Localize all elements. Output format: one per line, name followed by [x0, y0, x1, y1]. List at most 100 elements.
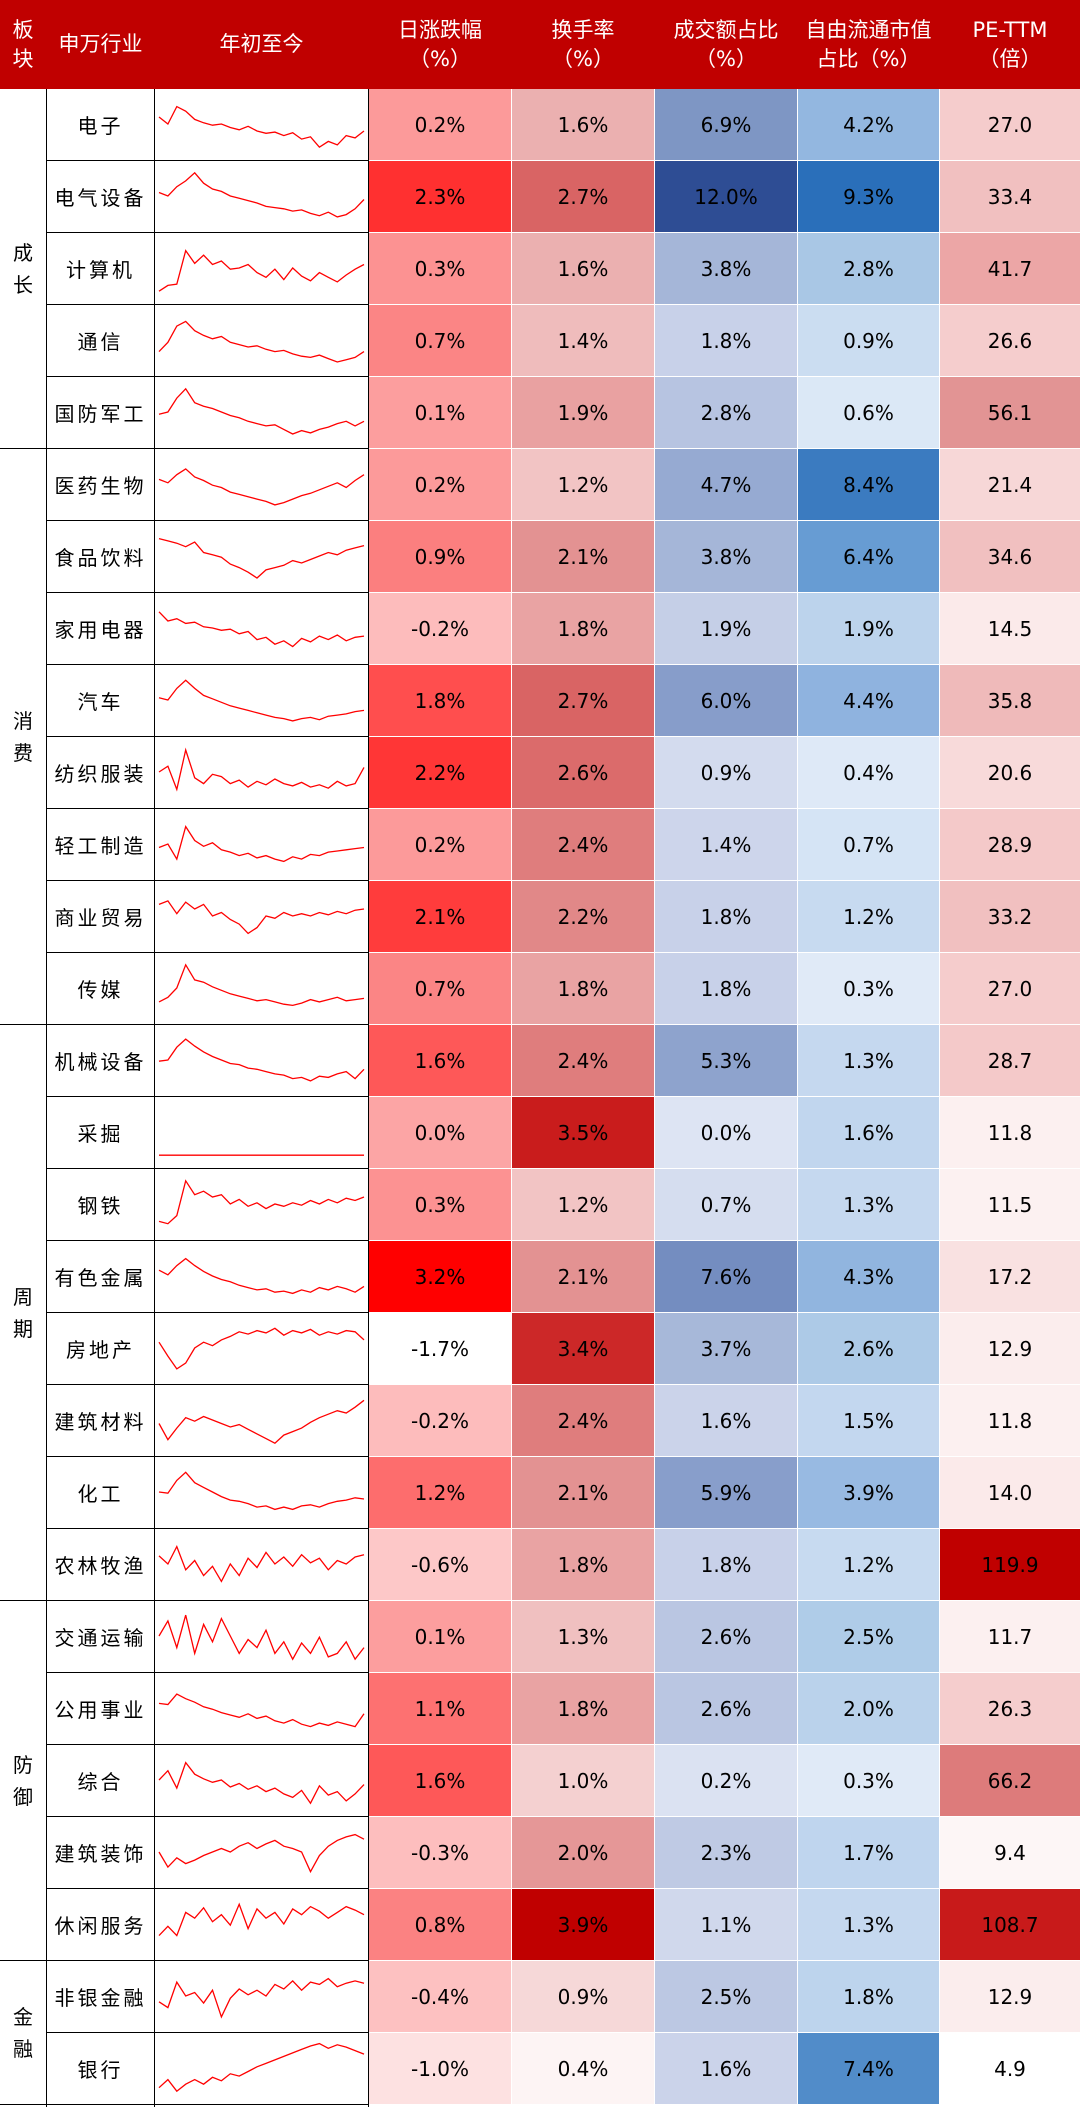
ytd-sparkline	[158, 900, 365, 935]
sector-label-char: 金	[13, 2004, 33, 2029]
sector-label-char: 融	[13, 2036, 33, 2061]
ytd-sparkline	[158, 2042, 365, 2093]
ytd-sparkline-line	[158, 1038, 365, 1082]
pe-cell: 33.4	[940, 161, 1080, 232]
sector-label-char: 费	[13, 740, 33, 765]
sector-label: 周期	[0, 1025, 46, 1600]
float-share-cell: 1.5%	[798, 1385, 939, 1456]
turnover-cell: 2.4%	[512, 1025, 654, 1096]
volume-share-cell: 2.3%	[655, 1817, 797, 1888]
ytd-sparkline	[158, 1833, 365, 1874]
float-share-cell: 1.3%	[798, 1169, 939, 1240]
pe-cell: 56.1	[940, 377, 1080, 448]
turnover-cell: 2.6%	[512, 737, 654, 808]
row-divider	[47, 1096, 369, 1097]
pe-cell: 27.0	[940, 89, 1080, 160]
float-share-cell: 7.4%	[798, 2033, 939, 2104]
ytd-sparkline	[158, 1179, 365, 1225]
pe-cell: 12.9	[940, 1961, 1080, 2032]
ytd-sparkline	[158, 825, 365, 863]
industry-name: 采掘	[77, 1122, 124, 1146]
row-divider	[47, 520, 369, 521]
pe-cell: 11.8	[940, 1097, 1080, 1168]
ytd-sparkline-line	[158, 105, 365, 149]
ytd-sparkline-line	[158, 1614, 365, 1661]
change-cell: 1.8%	[369, 665, 511, 736]
industry-name: 有色金属	[54, 1266, 147, 1290]
float-share-cell: 0.6%	[798, 377, 939, 448]
industry-name: 医药生物	[54, 474, 147, 498]
ytd-sparkline-line	[158, 900, 365, 935]
industry-name: 电气设备	[54, 186, 147, 210]
sector-label-char: 周	[13, 1284, 33, 1309]
change-cell: 0.1%	[369, 377, 511, 448]
float-share-cell: 2.8%	[798, 233, 939, 304]
industry-name: 国防军工	[54, 402, 147, 426]
turnover-cell: 2.1%	[512, 521, 654, 592]
change-cell: -1.7%	[369, 1313, 511, 1384]
pe-cell: 9.4	[940, 1817, 1080, 1888]
float-share-cell: 1.3%	[798, 1025, 939, 1096]
header-pe: PE-TTM （倍）	[940, 0, 1080, 89]
volume-share-cell: 5.3%	[655, 1025, 797, 1096]
turnover-cell: 2.1%	[512, 1457, 654, 1528]
header-change-line-1: 日涨跌幅	[398, 17, 482, 42]
row-divider	[0, 1960, 369, 1961]
volume-share-cell: 1.6%	[655, 1385, 797, 1456]
turnover-cell: 0.4%	[512, 2033, 654, 2104]
header-turnover: 换手率 （%）	[512, 0, 654, 89]
volume-share-cell: 6.9%	[655, 89, 797, 160]
ytd-sparkline-line	[158, 1399, 365, 1444]
industry-name: 非银金融	[54, 1986, 147, 2010]
change-cell: 0.2%	[369, 89, 511, 160]
turnover-cell: 1.9%	[512, 377, 654, 448]
industry-name: 交通运输	[54, 1626, 147, 1650]
volume-share-cell: 1.8%	[655, 305, 797, 376]
turnover-cell: 2.1%	[512, 1241, 654, 1312]
volume-share-cell: 6.0%	[655, 665, 797, 736]
sector-label-char: 成	[13, 240, 33, 265]
ytd-sparkline	[158, 171, 365, 218]
industry-name: 钢铁	[77, 1194, 124, 1218]
industry-name: 通信	[77, 330, 124, 354]
header-ytd-label: 年初至今	[219, 32, 304, 56]
pe-cell: 26.6	[940, 305, 1080, 376]
pe-cell: 28.9	[940, 809, 1080, 880]
volume-share-cell: 5.9%	[655, 1457, 797, 1528]
change-cell: 1.6%	[369, 1025, 511, 1096]
ytd-sparkline	[158, 679, 365, 722]
ytd-sparkline-line	[158, 611, 365, 648]
change-cell: 0.0%	[369, 1097, 511, 1168]
column-divider	[368, 89, 369, 2107]
industry-name: 建筑装饰	[54, 1842, 147, 1866]
column-divider	[154, 89, 155, 2107]
table-header	[0, 0, 1080, 89]
change-cell: 1.1%	[369, 1673, 511, 1744]
float-share-cell: 0.3%	[798, 1745, 939, 1816]
pe-cell: 34.6	[940, 521, 1080, 592]
change-cell: 1.6%	[369, 1745, 511, 1816]
sector-label-char: 长	[13, 272, 33, 297]
change-cell: 0.1%	[369, 1601, 511, 1672]
header-industry-label: 申万行业	[58, 32, 143, 56]
sector-label-char: 防	[13, 1752, 33, 1777]
change-cell: 2.2%	[369, 737, 511, 808]
ytd-sparkline	[158, 1545, 365, 1583]
header-float-share-line-1: 自由流通市值	[805, 17, 932, 42]
row-divider	[47, 1384, 369, 1385]
ytd-sparkline	[158, 747, 365, 792]
turnover-cell: 1.4%	[512, 305, 654, 376]
row-divider	[47, 808, 369, 809]
change-cell: -0.4%	[369, 1961, 511, 2032]
float-share-cell: 1.2%	[798, 1529, 939, 1600]
turnover-cell: 1.2%	[512, 449, 654, 520]
header-float-share-line-2: 占比（%）	[816, 46, 921, 71]
row-divider	[47, 1168, 369, 1169]
industry-name: 计算机	[66, 258, 135, 282]
volume-share-cell: 1.1%	[655, 1889, 797, 1960]
ytd-sparkline-line	[158, 2042, 365, 2093]
row-divider	[47, 232, 369, 233]
turnover-cell: 1.2%	[512, 1169, 654, 1240]
pe-cell: 28.7	[940, 1025, 1080, 1096]
